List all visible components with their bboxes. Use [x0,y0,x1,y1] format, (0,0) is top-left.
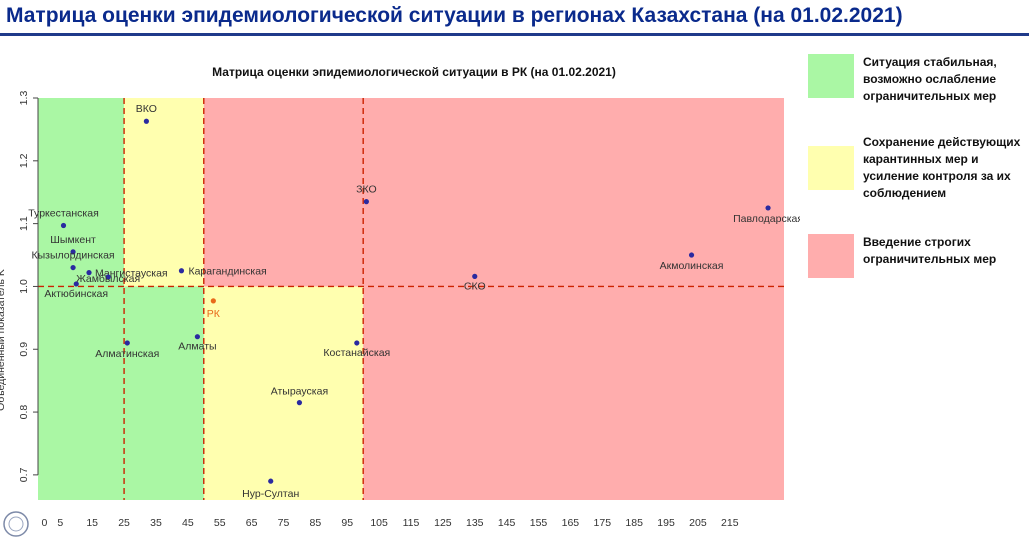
legend-swatch [808,54,854,98]
point-15 [354,340,360,346]
point-13 [194,334,201,340]
emblem-logo [3,511,29,537]
point-label-11: Актюбинская [44,288,108,300]
point-label-4: Шымкент [50,234,96,246]
legend-swatch [808,146,854,190]
x-tick-label: 0 [41,517,47,529]
x-tick-label: 15 [86,517,98,529]
x-tick-label: 115 [403,517,420,529]
point-label-14: Алматинская [95,348,159,360]
x-tick-label: 95 [341,517,353,529]
x-tick-label: 185 [625,517,643,529]
point-label-1: ЗКО [356,184,377,196]
x-tick-label: 5 [57,517,63,529]
point-label-12: РК [207,308,221,320]
y-tick-label: 0.7 [18,467,30,482]
y-tick-label: 1.0 [18,279,30,294]
point-2 [765,205,771,211]
zone-1 [124,98,204,287]
legend-text: Введение строгих ограничительных мер [863,235,997,266]
point-3 [60,222,67,229]
legend-text: Сохранение действующих карантинных мер и… [863,135,1021,200]
point-label-7: Мангистауская [95,268,168,280]
title-divider [0,33,1029,36]
point-11 [73,281,79,287]
point-label-15: Костанайская [323,347,390,359]
x-tick-label: 55 [214,517,226,529]
legend-text: Ситуация стабильная, возможно ослабление… [863,55,997,103]
point-1 [363,199,369,205]
zone-3 [124,286,204,500]
point-7 [86,270,92,276]
zone-5 [363,286,784,500]
x-tick-label: 125 [434,517,452,529]
zone-2 [203,286,364,500]
x-tick-label: 65 [246,517,258,529]
point-8 [178,268,185,274]
point-12 [210,298,216,304]
y-tick-label: 1.2 [18,153,30,168]
x-tick-label: 45 [182,517,194,529]
y-tick-label: 0.8 [18,405,30,420]
epidemic-matrix-chart: Матрица оценки эпидемиологической ситуац… [0,65,800,529]
legend-swatch [808,234,854,278]
x-tick-label: 155 [530,517,548,529]
chart-title: Матрица оценки эпидемиологической ситуац… [212,65,616,79]
x-tick-label: 35 [150,517,162,529]
y-tick-label: 0.9 [18,342,30,357]
point-label-10: Жамбылская [76,273,140,285]
point-5 [688,252,695,258]
point-label-16: Атырауская [271,386,328,398]
x-tick-label: 165 [562,517,580,529]
point-label-6: Кызылординская [32,250,115,262]
point-label-3: Туркестанская [28,208,99,220]
point-label-8: Карагандинская [188,266,266,278]
point-4 [70,249,76,255]
point-9 [472,273,478,279]
x-tick-label: 205 [689,517,707,529]
point-label-9: СКО [464,280,486,292]
point-10 [105,274,111,280]
point-label-2: Павлодарская [733,213,800,225]
x-tick-label: 195 [657,517,675,529]
x-tick-label: 85 [310,517,322,529]
x-tick-label: 25 [118,517,130,529]
point-0 [143,118,149,124]
page-title: Матрица оценки эпидемиологической ситуац… [6,4,903,27]
y-tick-label: 1.3 [18,91,30,106]
x-tick-label: 75 [278,517,290,529]
point-14 [124,340,130,346]
x-tick-label: 105 [370,517,388,529]
zone-0 [38,98,125,500]
y-axis-label: Объединенный показатель K [0,269,7,411]
x-tick-label: 215 [721,517,739,529]
point-label-13: Алматы [178,341,216,353]
point-label-5: Акмолинская [660,260,724,272]
point-17 [268,478,274,484]
point-label-17: Нур-Султан [242,488,299,500]
x-tick-label: 135 [466,517,484,529]
x-tick-label: 175 [594,517,612,529]
point-16 [296,400,303,406]
x-tick-label: 145 [498,517,516,529]
point-label-0: ВКО [136,103,157,115]
zone-4 [203,98,784,287]
y-tick-label: 1.1 [18,216,30,231]
point-6 [70,264,76,271]
